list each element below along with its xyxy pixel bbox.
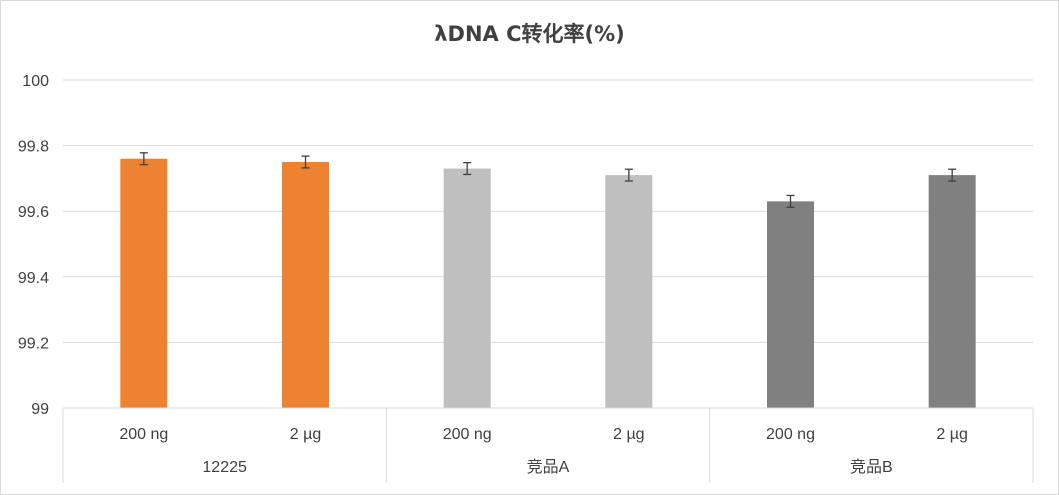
x-category-label: 200 ng	[443, 426, 492, 443]
bar	[928, 175, 976, 408]
y-tick-label: 99.2	[18, 335, 49, 352]
x-category-label: 2 µg	[613, 426, 644, 443]
x-group-label: 竞品A	[527, 458, 570, 476]
y-tick-label: 99.4	[18, 270, 49, 287]
y-tick-label: 99.6	[18, 204, 49, 221]
x-category-label: 2 µg	[290, 426, 321, 443]
bar	[605, 175, 653, 408]
y-tick-label: 99.8	[18, 139, 49, 156]
bar	[767, 201, 814, 408]
x-category-label: 200 ng	[119, 426, 168, 443]
bar	[120, 158, 168, 408]
x-group-label: 竞品B	[850, 458, 893, 476]
bar	[443, 168, 491, 408]
x-category-label: 2 µg	[936, 426, 967, 443]
bar	[282, 162, 329, 408]
y-tick-label: 99	[31, 401, 49, 418]
chart-title: λDNA C转化率(%)	[434, 22, 625, 46]
x-category-label: 200 ng	[766, 426, 815, 443]
y-tick-label: 100	[22, 73, 49, 90]
x-group-label: 12225	[202, 459, 247, 476]
